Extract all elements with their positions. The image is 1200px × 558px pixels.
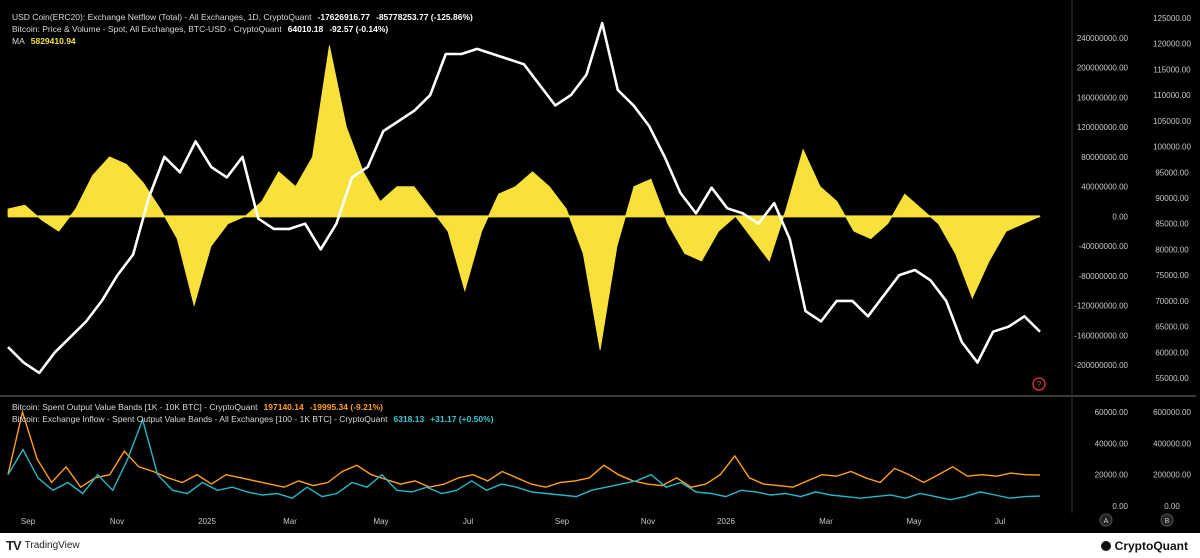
tradingview-branding: TV TradingView bbox=[6, 533, 80, 558]
legend-netflow: USD Coin(ERC20): Exchange Netflow (Total… bbox=[12, 12, 473, 22]
legend-btc-price-label: Bitcoin: Price & Volume - Spot, All Exch… bbox=[12, 24, 282, 34]
upper-left-axis-tick-8: -80000000.00 bbox=[1079, 272, 1129, 281]
top-legend: USD Coin(ERC20): Exchange Netflow (Total… bbox=[12, 12, 473, 46]
lower-right-axis-tick-1: 400000.00 bbox=[1153, 439, 1191, 448]
legend-band-1k-10k-value: 197140.14 bbox=[263, 402, 304, 412]
cryptoquant-branding: CryptoQuant bbox=[1100, 533, 1188, 558]
log-scale-icon-circle bbox=[1160, 513, 1174, 527]
x-axis-tick-6: Sep bbox=[555, 517, 570, 526]
legend-inflow-100-1k-value: 6318.13 bbox=[393, 414, 425, 424]
upper-right-axis-tick-1: 120000.00 bbox=[1153, 40, 1191, 49]
upper-right-axis-tick-2: 115000.00 bbox=[1153, 65, 1191, 74]
upper-left-axis-tick-9: -120000000.00 bbox=[1074, 302, 1128, 311]
upper-left-axis-tick-5: 40000000.00 bbox=[1081, 183, 1128, 192]
cryptoquant-logo-icon bbox=[1100, 540, 1111, 551]
lower-right-axis-tick-0: 600000.00 bbox=[1153, 408, 1191, 417]
upper-left-axis-tick-4: 80000000.00 bbox=[1081, 153, 1128, 162]
upper-left-axis-tick-11: -200000000.00 bbox=[1074, 361, 1128, 370]
x-axis-tick-11: Jul bbox=[995, 517, 1005, 526]
x-axis-tick-4: May bbox=[373, 517, 388, 526]
x-axis-tick-5: Jul bbox=[463, 517, 473, 526]
legend-btc-price-change: -92.57 (-0.14%) bbox=[329, 24, 389, 34]
upper-right-axis-tick-12: 65000.00 bbox=[1155, 323, 1189, 332]
band-1k-10k-line bbox=[7, 409, 1041, 489]
legend-ma-label: MA bbox=[12, 36, 25, 46]
upper-left-axis-tick-0: 240000000.00 bbox=[1077, 34, 1129, 43]
upper-left-axis-tick-3: 120000000.00 bbox=[1077, 123, 1129, 132]
legend-ma: MA 5829410.94 bbox=[12, 36, 473, 46]
upper-right-axis-tick-6: 95000.00 bbox=[1155, 168, 1189, 177]
lower-right-axis-tick-3: 0.00 bbox=[1164, 502, 1180, 511]
legend-inflow-100-1k-label: Bitcoin: Exchange Inflow - Spent Output … bbox=[12, 414, 388, 424]
tradingview-label: TradingView bbox=[24, 540, 80, 551]
upper-right-axis-tick-8: 85000.00 bbox=[1155, 220, 1189, 229]
auto-scale-icon: A bbox=[1099, 513, 1113, 527]
upper-right-axis-tick-5: 100000.00 bbox=[1153, 143, 1191, 152]
log-scale-icon-glyph: B bbox=[1165, 518, 1170, 525]
legend-btc-price-value: 64010.18 bbox=[287, 24, 324, 34]
x-axis-tick-9: Mar bbox=[819, 517, 833, 526]
upper-left-axis-tick-6: 0.00 bbox=[1112, 212, 1128, 221]
x-axis-tick-3: Mar bbox=[283, 517, 297, 526]
legend-ma-value: 5829410.94 bbox=[30, 36, 76, 46]
x-axis-tick-1: Nov bbox=[110, 517, 124, 526]
upper-right-axis-tick-4: 105000.00 bbox=[1153, 117, 1191, 126]
x-axis-background bbox=[0, 513, 1200, 533]
bottom-legend: Bitcoin: Spent Output Value Bands [1K - … bbox=[12, 402, 494, 424]
legend-band-1k-10k: Bitcoin: Spent Output Value Bands [1K - … bbox=[12, 402, 494, 412]
legend-netflow-change: -85778253.77 (-125.86%) bbox=[375, 12, 473, 22]
upper-left-axis-tick-7: -40000000.00 bbox=[1079, 242, 1129, 251]
upper-right-axis-tick-0: 125000.00 bbox=[1153, 14, 1191, 23]
legend-btc-price: Bitcoin: Price & Volume - Spot, All Exch… bbox=[12, 24, 473, 34]
lower-left-axis-tick-1: 40000.00 bbox=[1095, 439, 1129, 448]
inflow-100-1k-line bbox=[7, 417, 1041, 501]
auto-scale-icon-circle bbox=[1099, 513, 1113, 527]
tradingview-logo-icon: TV bbox=[6, 538, 22, 553]
x-axis-tick-8: 2026 bbox=[717, 517, 735, 526]
upper-right-axis-tick-3: 110000.00 bbox=[1153, 91, 1191, 100]
legend-netflow-value: -17626916.77 bbox=[317, 12, 370, 22]
auto-scale-icon-glyph: A bbox=[1104, 518, 1109, 525]
help-icon-glyph: ? bbox=[1037, 380, 1042, 389]
btc-price-line bbox=[7, 21, 1041, 375]
upper-right-axis-tick-9: 80000.00 bbox=[1155, 245, 1189, 254]
legend-band-1k-10k-change: -19995.34 (-9.21%) bbox=[309, 402, 383, 412]
upper-right-axis-tick-14: 55000.00 bbox=[1155, 374, 1189, 383]
upper-right-axis-tick-10: 75000.00 bbox=[1155, 271, 1189, 280]
upper-left-axis-tick-10: -160000000.00 bbox=[1074, 331, 1128, 340]
upper-right-axis-tick-7: 90000.00 bbox=[1155, 194, 1189, 203]
lower-right-axis-tick-2: 200000.00 bbox=[1153, 471, 1191, 480]
help-icon: ? bbox=[1032, 377, 1046, 391]
cryptoquant-label: CryptoQuant bbox=[1114, 538, 1188, 553]
upper-left-axis-tick-1: 200000000.00 bbox=[1077, 64, 1129, 73]
legend-inflow-100-1k-change: +31.17 (+0.50%) bbox=[430, 414, 494, 424]
legend-netflow-label: USD Coin(ERC20): Exchange Netflow (Total… bbox=[12, 12, 312, 22]
lower-left-axis-tick-3: 0.00 bbox=[1112, 502, 1128, 511]
legend-band-1k-10k-label: Bitcoin: Spent Output Value Bands [1K - … bbox=[12, 402, 258, 412]
ma-area bbox=[7, 45, 1041, 351]
upper-left-axis-tick-2: 160000000.00 bbox=[1077, 93, 1129, 102]
log-scale-icon: B bbox=[1160, 513, 1174, 527]
x-axis-tick-7: Nov bbox=[641, 517, 655, 526]
lower-left-axis-tick-0: 60000.00 bbox=[1095, 408, 1129, 417]
help-icon-ring bbox=[1032, 377, 1046, 391]
x-axis-tick-0: Sep bbox=[21, 517, 36, 526]
legend-inflow-100-1k: Bitcoin: Exchange Inflow - Spent Output … bbox=[12, 414, 494, 424]
upper-right-axis-tick-11: 70000.00 bbox=[1155, 297, 1189, 306]
lower-left-axis-tick-2: 20000.00 bbox=[1095, 471, 1129, 480]
x-axis-tick-2: 2025 bbox=[198, 517, 216, 526]
upper-right-axis-tick-13: 60000.00 bbox=[1155, 348, 1189, 357]
x-axis-tick-10: May bbox=[906, 517, 921, 526]
